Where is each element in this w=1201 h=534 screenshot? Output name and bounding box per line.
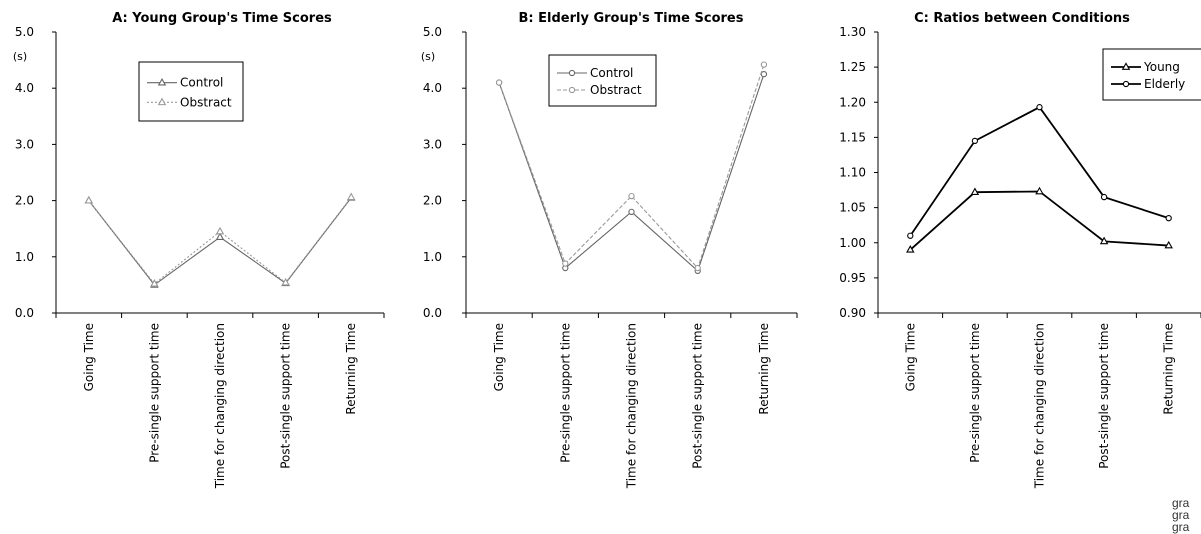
data-point [760, 61, 768, 68]
x-category-label: Going Time [903, 323, 917, 391]
y-tick-label: 1.20 [839, 95, 866, 109]
series-elderly [907, 104, 1172, 239]
cut-off-text-line-2: gra [1172, 508, 1190, 522]
series-line [909, 106, 1169, 237]
data-point [970, 187, 980, 196]
chart-title: A: Young Group's Time Scores [112, 11, 332, 26]
y-tick-label: 0.0 [15, 306, 34, 320]
legend: Control Obstract [548, 54, 657, 107]
x-category-label: Post-single support time [691, 323, 705, 469]
y-tick-label: 5.0 [15, 25, 34, 39]
legend-marker [568, 86, 576, 94]
series-line [909, 190, 1169, 251]
y-tick-label: 5.0 [423, 25, 442, 39]
data-point [1099, 236, 1109, 245]
y-tick-label: 1.0 [15, 250, 34, 264]
data-point [281, 277, 290, 286]
y-tick-label: 0.95 [839, 271, 866, 285]
data-point [1100, 193, 1108, 201]
data-point [562, 260, 569, 267]
chart-panel-1: A: Young Group's Time Scores 0.0 1.0 2.0 3.0… [13, 11, 385, 489]
legend-label: Obstract [590, 83, 642, 97]
cut-off-text-line-1: gra [1172, 496, 1190, 510]
series-young [906, 186, 1173, 253]
data-point [628, 192, 635, 200]
x-category-label: Time for changing direction [625, 323, 639, 489]
legend-box [1102, 48, 1201, 101]
series-control [84, 193, 356, 288]
legend-label: Young [1143, 60, 1180, 74]
chart-panel-3: C: Ratios between Conditions 0.90 0.95 1.00… [839, 11, 1201, 489]
x-category-label: Post-single support time [1097, 323, 1111, 469]
x-category-label: Time for changing direction [213, 323, 227, 489]
x-category-label: Time for changing direction [1033, 323, 1047, 489]
data-point [694, 264, 701, 272]
data-point [84, 195, 94, 204]
series-obstract [495, 61, 768, 272]
y-tick-label: 1.15 [839, 130, 866, 144]
legend-marker [1121, 62, 1131, 70]
legend-label: Elderly [1144, 77, 1185, 91]
series-line [88, 197, 352, 286]
y-tick-label: 1.05 [839, 201, 866, 215]
x-category-label: Pre-single support time [147, 323, 161, 463]
x-category-label: Pre-single support time [558, 323, 572, 463]
y-tick-label: 1.25 [839, 60, 866, 74]
data-point [150, 279, 159, 287]
y-axis-unit: (s) [13, 50, 27, 63]
legend-box [138, 61, 244, 122]
data-point [495, 79, 503, 86]
x-category-label: Returning Time [757, 323, 771, 415]
y-tick-label: 4.0 [423, 81, 442, 95]
data-point [760, 71, 768, 78]
y-tick-label: 1.0 [423, 250, 442, 264]
legend-marker [157, 97, 167, 106]
chart-title: C: Ratios between Conditions [914, 11, 1130, 26]
legend-marker [568, 69, 576, 77]
legend-marker [1122, 80, 1130, 88]
legend-label: Obstract [180, 95, 232, 109]
data-point [1164, 240, 1173, 249]
data-point [215, 232, 225, 240]
data-point [215, 226, 225, 235]
series-obstract [84, 192, 356, 287]
x-category-label: Post-single support time [279, 323, 293, 469]
y-tick-label: 1.30 [839, 25, 866, 39]
y-tick-label: 1.00 [839, 236, 866, 250]
y-axis-unit: (s) [421, 50, 435, 63]
x-category-label: Going Time [82, 323, 96, 391]
chart-title: B: Elderly Group's Time Scores [519, 11, 744, 26]
y-tick-label: 1.10 [839, 166, 866, 180]
y-tick-label: 2.0 [423, 194, 442, 208]
x-category-label: Pre-single support time [968, 323, 982, 463]
data-point [907, 232, 914, 239]
y-tick-label: 4.0 [15, 81, 34, 95]
cut-off-text-line-3: gra [1172, 520, 1190, 534]
legend: Young Elderly [1102, 48, 1201, 101]
y-tick-label: 3.0 [423, 137, 442, 151]
data-point [971, 137, 979, 145]
data-point [346, 192, 356, 201]
data-point [1165, 215, 1172, 222]
y-tick-label: 3.0 [15, 137, 34, 151]
data-point [906, 245, 915, 253]
chart-panel-2: B: Elderly Group's Time Scores 0.0 1.0 2.0 3… [421, 11, 798, 489]
data-point [1035, 186, 1044, 195]
series-line [498, 64, 765, 270]
data-point [1036, 104, 1043, 111]
legend: Control Obstract [138, 61, 244, 122]
x-category-label: Returning Time [344, 323, 358, 415]
legend-marker [157, 77, 167, 86]
legend-label: Control [180, 76, 223, 90]
series-line [88, 196, 352, 285]
legend-box [548, 54, 657, 107]
x-category-label: Going Time [492, 323, 506, 391]
y-tick-label: 0.0 [423, 306, 442, 320]
x-category-label: Returning Time [1162, 323, 1176, 415]
legend-label: Control [590, 66, 633, 80]
y-tick-label: 2.0 [15, 194, 34, 208]
data-point [628, 208, 635, 215]
y-tick-label: 0.90 [839, 306, 866, 320]
